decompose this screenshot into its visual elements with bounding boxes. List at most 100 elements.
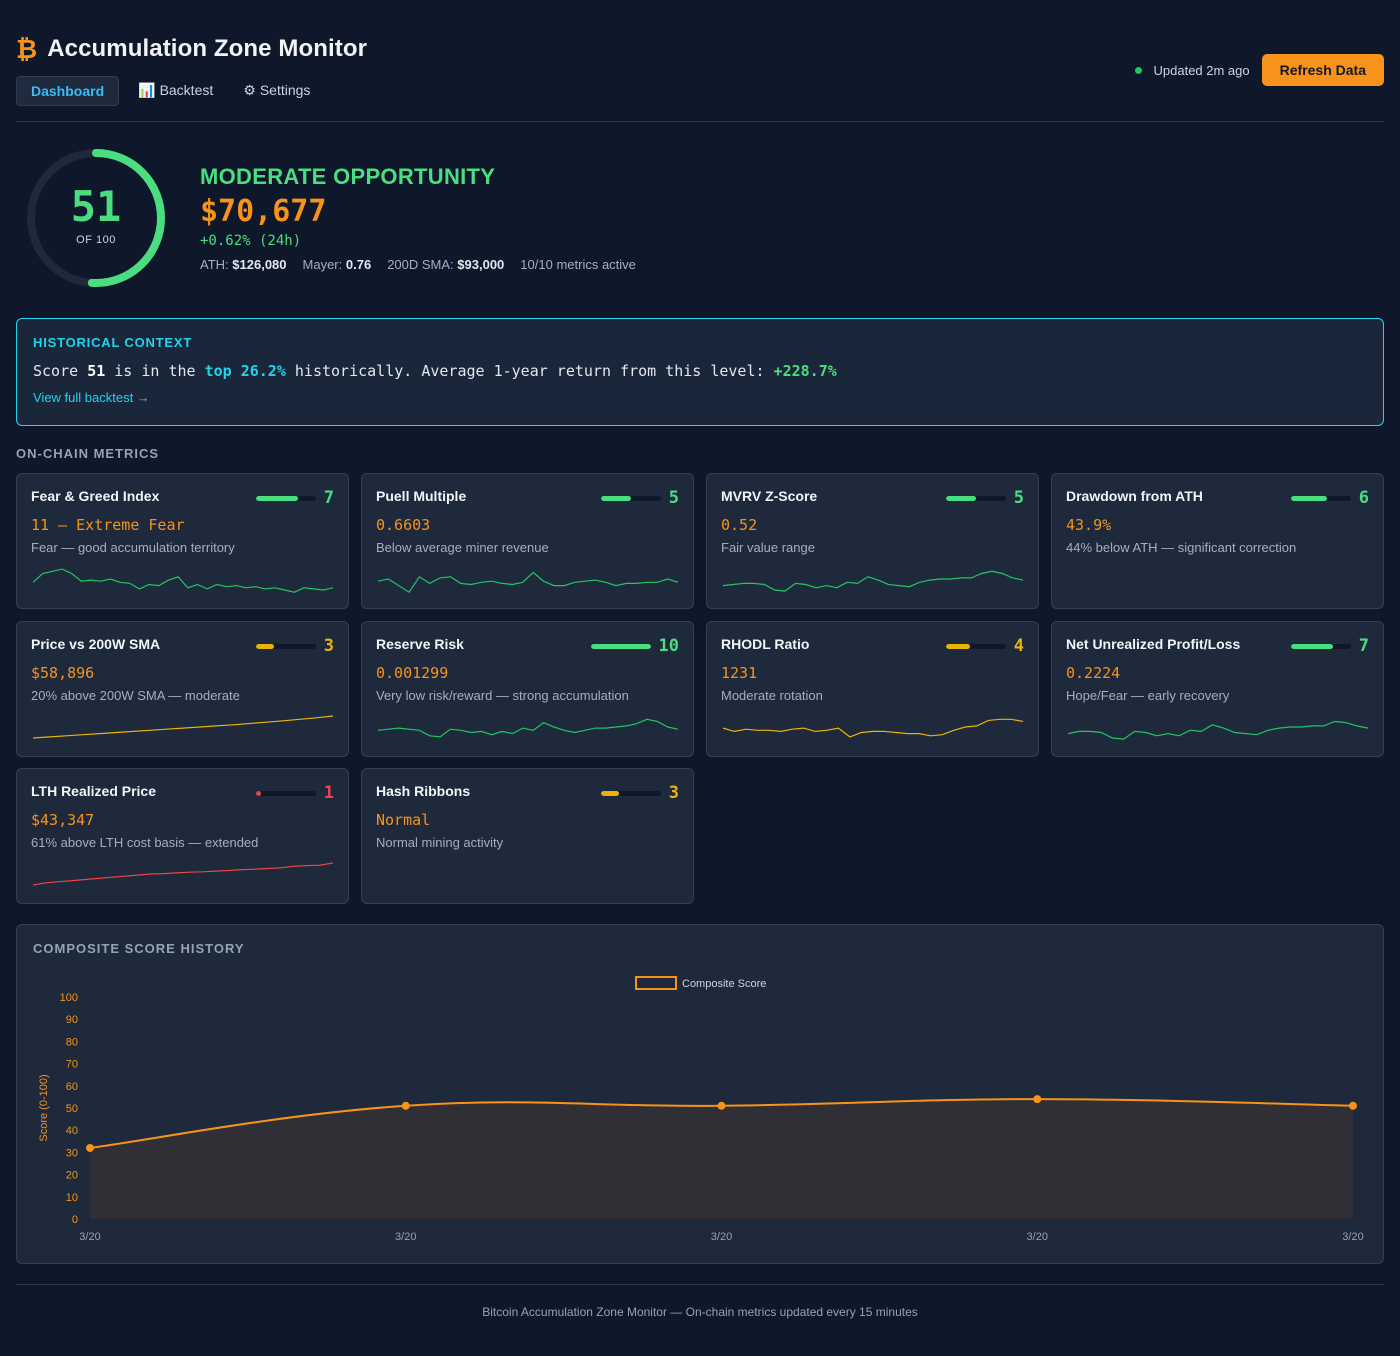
metric-score: 3 — [600, 783, 679, 803]
metric-score-bar — [600, 495, 661, 501]
y-tick-label: 40 — [66, 1125, 78, 1137]
view-backtest-link[interactable]: View full backtest → — [33, 390, 150, 405]
metric-sparkline — [378, 571, 678, 594]
metric-score-value: 7 — [323, 488, 334, 508]
tab-settings[interactable]: ⚙ Settings — [232, 75, 321, 106]
metric-score-value: 3 — [323, 636, 334, 656]
metric-value: 43.9% — [1066, 516, 1112, 534]
tab-dashboard[interactable]: Dashboard — [16, 75, 120, 106]
context-return: +228.7% — [773, 362, 837, 380]
metric-score-value: 5 — [1013, 488, 1024, 508]
metric-name: Fear & Greed Index — [31, 488, 160, 504]
y-tick-label: 20 — [66, 1170, 78, 1182]
metric-card[interactable]: Reserve Risk 10 0.001299 Very low risk/rewa… — [361, 621, 694, 757]
metric-sparkline — [33, 862, 333, 886]
metric-score: 3 — [255, 636, 334, 656]
tab-backtest-label: Backtest — [159, 82, 214, 98]
metric-card[interactable]: Drawdown from ATH 6 43.9% 44% below ATH — s… — [1051, 473, 1384, 609]
metric-description: Fear — good accumulation territory — [31, 540, 235, 555]
metric-score-fill — [1290, 495, 1327, 501]
metric-card[interactable]: RHODL Ratio 4 1231 Moderate rotation — [706, 621, 1039, 757]
metric-score-value: 4 — [1013, 636, 1024, 656]
footer-divider — [16, 1284, 1384, 1285]
metric-name: Drawdown from ATH — [1066, 488, 1203, 504]
metric-name: Net Unrealized Profit/Loss — [1066, 636, 1241, 652]
metric-name: MVRV Z-Score — [721, 488, 818, 504]
metric-score-fill — [590, 643, 651, 649]
metric-score: 10 — [590, 636, 679, 656]
metric-value: Normal — [376, 811, 431, 829]
tab-settings-label: Settings — [259, 82, 311, 98]
metric-score-value: 5 — [668, 488, 679, 508]
price-change: +0.62% (24h) — [200, 233, 302, 249]
sparkline-path — [33, 715, 333, 739]
metric-card[interactable]: Puell Multiple 5 0.6603 Below average miner… — [361, 473, 694, 609]
metric-score: 5 — [600, 488, 679, 508]
metric-sparkline — [378, 718, 678, 738]
metric-card[interactable]: Net Unrealized Profit/Loss 7 0.2224 Hope/Fe… — [1051, 621, 1384, 757]
metric-value: $58,896 — [31, 664, 95, 682]
metrics-active: 10/10 metrics active — [520, 257, 636, 272]
app-title: Accumulation Zone Monitor — [47, 35, 368, 62]
x-tick-label: 3/20 — [395, 1231, 416, 1243]
metric-score: 7 — [1290, 636, 1369, 656]
metric-score-fill — [255, 495, 298, 501]
chart-title: COMPOSITE SCORE HISTORY — [33, 941, 245, 956]
title-row: ₿ Accumulation Zone Monitor — [16, 34, 367, 64]
metric-description: Below average miner revenue — [376, 540, 549, 555]
context-percentile: top 26.2% — [204, 362, 286, 380]
y-tick-label: 10 — [66, 1192, 78, 1204]
metric-name: Puell Multiple — [376, 488, 467, 504]
metric-name: Price vs 200W SMA — [31, 636, 161, 652]
ath-stat: ATH: $126,080 — [200, 257, 287, 272]
tab-backtest[interactable]: 📊 Backtest — [127, 75, 224, 106]
metric-score-value: 3 — [668, 783, 679, 803]
metric-card[interactable]: LTH Realized Price 1 $43,347 61% above LTH … — [16, 768, 349, 904]
mayer-label: Mayer: — [302, 257, 343, 272]
metric-score-bar — [255, 790, 316, 796]
refresh-button[interactable]: Refresh Data — [1261, 54, 1384, 86]
metric-score-value: 6 — [1358, 488, 1369, 508]
sma-stat: 200D SMA: $93,000 — [387, 257, 504, 272]
metric-score-value: 7 — [1358, 636, 1369, 656]
legend-label: Composite Score — [682, 978, 766, 990]
metric-card[interactable]: Fear & Greed Index 7 11 — Extreme Fear Fear… — [16, 473, 349, 609]
context-title: HISTORICAL CONTEXT — [33, 335, 193, 350]
context-text: Score 51 is in the top 26.2% historicall… — [33, 362, 1367, 380]
metric-value: 1231 — [721, 664, 758, 682]
metric-value: 0.52 — [721, 516, 758, 534]
metric-card[interactable]: Hash Ribbons 3 Normal Normal mining activit… — [361, 768, 694, 904]
metric-sparkline — [1068, 720, 1368, 740]
metric-description: 20% above 200W SMA — moderate — [31, 688, 240, 703]
metric-name: Hash Ribbons — [376, 783, 471, 799]
context-text-2: is in the — [105, 362, 205, 380]
score-summary: MODERATE OPPORTUNITY $70,677 +0.62% (24h… — [200, 164, 636, 272]
sparkline-path — [33, 862, 333, 886]
metric-description: Moderate rotation — [721, 688, 823, 703]
metric-sparkline — [33, 568, 333, 593]
metric-score-fill — [255, 790, 261, 796]
data-point — [401, 1101, 410, 1110]
hero-stats: ATH: $126,080 Mayer: 0.76 200D SMA: $93,… — [200, 257, 636, 272]
header: ₿ Accumulation Zone Monitor Dashboard 📊 B… — [16, 24, 1384, 122]
metric-description: 61% above LTH cost basis — extended — [31, 835, 259, 850]
metric-description: Very low risk/reward — strong accumulati… — [376, 688, 629, 703]
section-label: ON-CHAIN METRICS — [16, 446, 160, 461]
metric-score-bar — [945, 643, 1006, 649]
metric-card[interactable]: MVRV Z-Score 5 0.52 Fair value range — [706, 473, 1039, 609]
metric-score: 1 — [255, 783, 334, 803]
gauge-ring — [27, 149, 165, 287]
bitcoin-icon: ₿ — [16, 34, 38, 64]
sparkline-path — [33, 568, 333, 593]
y-tick-label: 90 — [66, 1014, 78, 1026]
metric-value: 0.001299 — [376, 664, 449, 682]
x-tick-label: 3/20 — [1342, 1231, 1363, 1243]
y-tick-label: 0 — [72, 1214, 78, 1226]
x-tick-label: 3/20 — [711, 1231, 732, 1243]
nav-tabs: Dashboard 📊 Backtest ⚙ Settings — [16, 75, 321, 106]
metric-score-value: 1 — [323, 783, 334, 803]
chart-icon: 📊 — [138, 82, 156, 98]
metric-card[interactable]: Price vs 200W SMA 3 $58,896 20% above 200W … — [16, 621, 349, 757]
sma-label: 200D SMA: — [387, 257, 454, 272]
composite-chart: 0 10 20 30 40 50 60 70 80 90 100 Score (0-100) 3/20 3… — [38, 976, 1364, 1243]
